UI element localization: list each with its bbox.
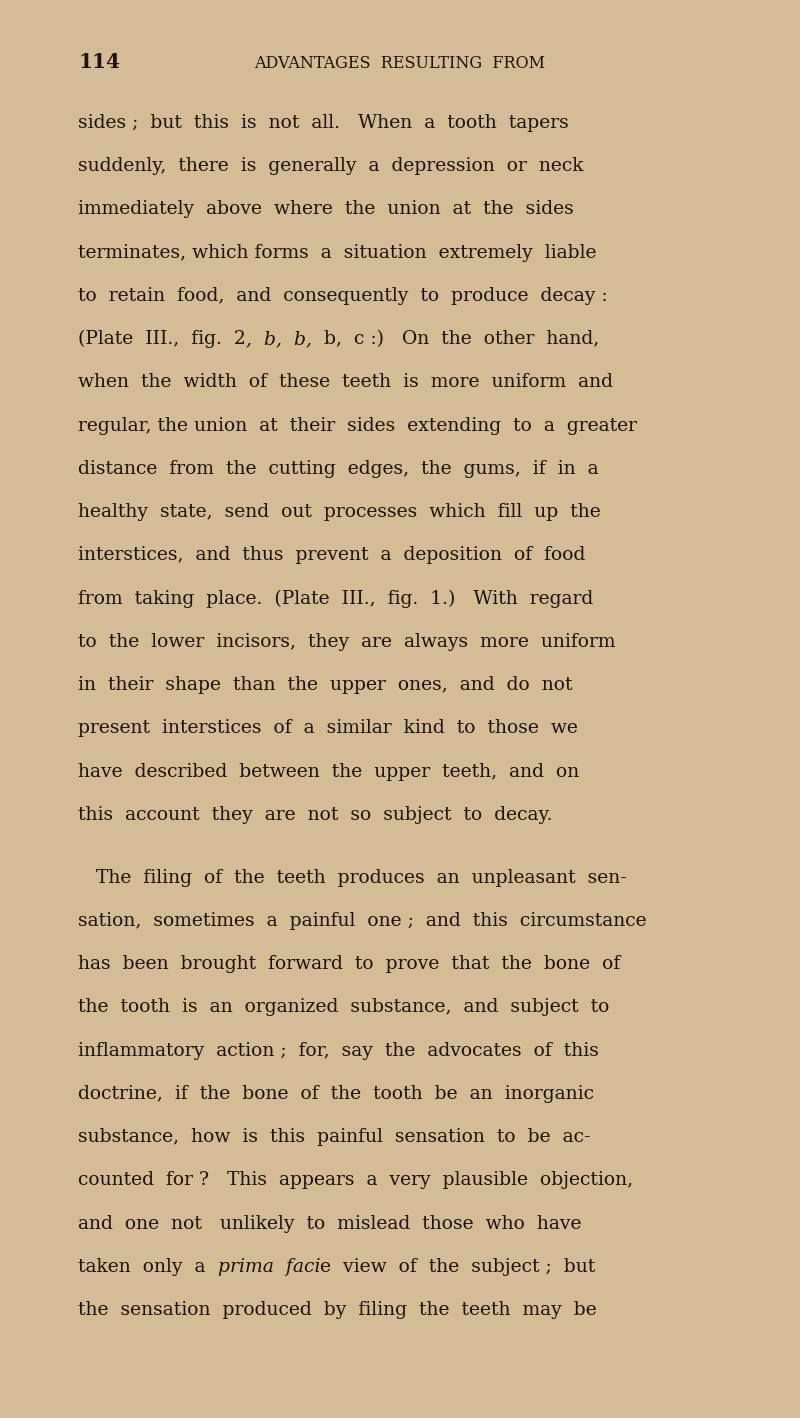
Text: (Plate  III.,  fig.  2: (Plate III., fig. 2 <box>78 330 246 349</box>
Text: e  view  of  the  subject ;  but: e view of the subject ; but <box>320 1258 596 1276</box>
Text: and  one  not   unlikely  to  mislead  those  who  have: and one not unlikely to mislead those wh… <box>78 1215 582 1232</box>
Text: this  account  they  are  not  so  subject  to  decay.: this account they are not so subject to … <box>78 805 553 824</box>
Text: interstices,  and  thus  prevent  a  deposition  of  food: interstices, and thus prevent a depositi… <box>78 546 586 564</box>
Text: b,  c :)   On  the  other  hand,: b, c :) On the other hand, <box>312 330 599 349</box>
Text: to  retain  food,  and  consequently  to  produce  decay :: to retain food, and consequently to prod… <box>78 286 608 305</box>
Text: have  described  between  the  upper  teeth,  and  on: have described between the upper teeth, … <box>78 763 580 781</box>
Text: present  interstices  of  a  similar  kind  to  those  we: present interstices of a similar kind to… <box>78 719 578 737</box>
Text: ADVANTAGES  RESULTING  FROM: ADVANTAGES RESULTING FROM <box>254 55 546 72</box>
Text: immediately  above  where  the  union  at  the  sides: immediately above where the union at the… <box>78 200 574 218</box>
Text: ,  b,  b,: , b, b, <box>246 330 312 349</box>
Text: healthy  state,  send  out  processes  which  fill  up  the: healthy state, send out processes which … <box>78 503 601 522</box>
Text: from  taking  place.  (Plate  III.,  fig.  1.)   With  regard: from taking place. (Plate III., fig. 1.)… <box>78 590 594 608</box>
Text: the  sensation  produced  by  filing  the  teeth  may  be: the sensation produced by filing the tee… <box>78 1302 597 1319</box>
Text: in  their  shape  than  the  upper  ones,  and  do  not: in their shape than the upper ones, and … <box>78 676 573 695</box>
Text: has  been  brought  forward  to  prove  that  the  bone  of: has been brought forward to prove that t… <box>78 956 621 973</box>
Text: terminates, which forms  a  situation  extremely  liable: terminates, which forms a situation extr… <box>78 244 597 262</box>
Text: prima  faci: prima faci <box>218 1258 320 1276</box>
Text: 114: 114 <box>78 52 121 72</box>
Text: taken  only  a: taken only a <box>78 1258 218 1276</box>
Text: sides ;  but  this  is  not  all.   When  a  tooth  tapers: sides ; but this is not all. When a toot… <box>78 113 569 132</box>
Text: distance  from  the  cutting  edges,  the  gums,  if  in  a: distance from the cutting edges, the gum… <box>78 459 599 478</box>
Text: counted  for ?   This  appears  a  very  plausible  objection,: counted for ? This appears a very plausi… <box>78 1171 634 1190</box>
Text: substance,  how  is  this  painful  sensation  to  be  ac-: substance, how is this painful sensation… <box>78 1129 591 1146</box>
Text: doctrine,  if  the  bone  of  the  tooth  be  an  inorganic: doctrine, if the bone of the tooth be an… <box>78 1085 594 1103</box>
Text: suddenly,  there  is  generally  a  depression  or  neck: suddenly, there is generally a depressio… <box>78 157 584 176</box>
Text: sation,  sometimes  a  painful  one ;  and  this  circumstance: sation, sometimes a painful one ; and th… <box>78 912 647 930</box>
Text: to  the  lower  incisors,  they  are  always  more  uniform: to the lower incisors, they are always m… <box>78 632 616 651</box>
Text: inflammatory  action ;  for,  say  the  advocates  of  this: inflammatory action ; for, say the advoc… <box>78 1042 599 1059</box>
Text: regular, the union  at  their  sides  extending  to  a  greater: regular, the union at their sides extend… <box>78 417 638 435</box>
Text: when  the  width  of  these  teeth  is  more  uniform  and: when the width of these teeth is more un… <box>78 373 614 391</box>
Text: the  tooth  is  an  organized  substance,  and  subject  to: the tooth is an organized substance, and… <box>78 998 610 1017</box>
Text: The  filing  of  the  teeth  produces  an  unpleasant  sen-: The filing of the teeth produces an unpl… <box>78 869 627 886</box>
